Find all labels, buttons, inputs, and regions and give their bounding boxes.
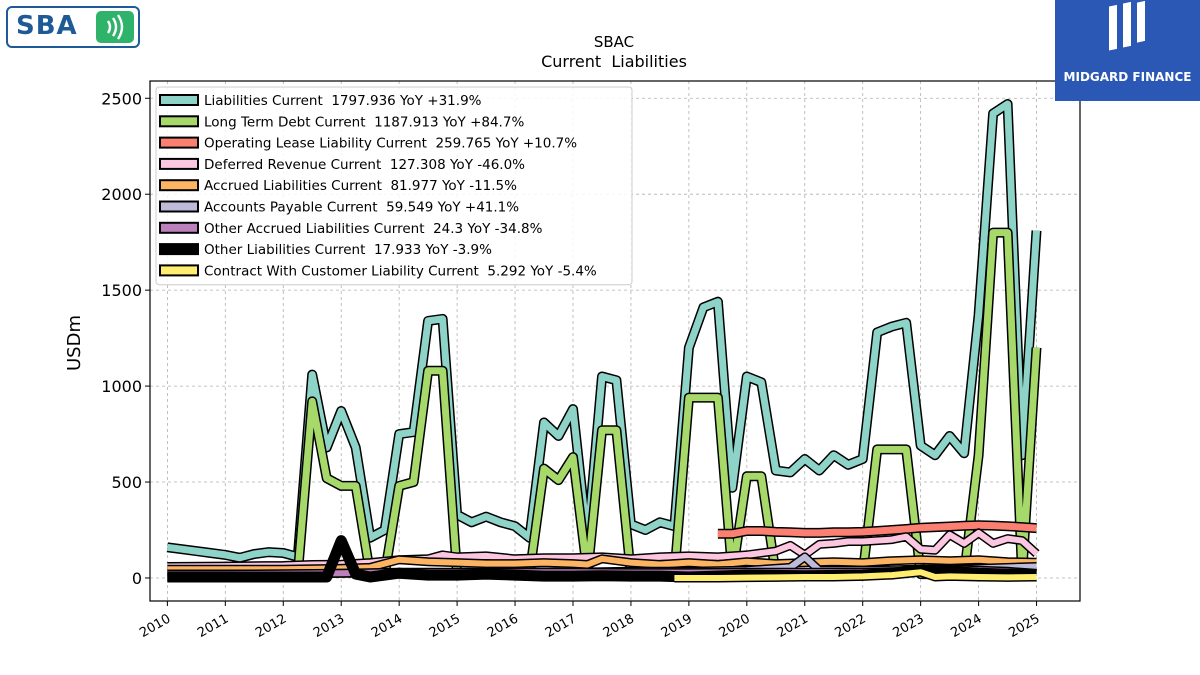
legend-swatch [159, 243, 199, 256]
legend-label: Liabilities Current 1797.936 YoY +31.9% [204, 93, 482, 109]
x-tick-label: 2019 [659, 611, 695, 641]
legend-label: Contract With Customer Liability Current… [204, 263, 597, 279]
plot-area-frame [149, 80, 1081, 602]
legend-label: Other Accrued Liabilities Current 24.3 Y… [204, 221, 543, 237]
legend-swatch [159, 157, 199, 170]
signal-icon [96, 11, 134, 43]
series-line [294, 229, 1040, 578]
x-tick-label: 2014 [369, 611, 405, 641]
legend-swatch [159, 115, 199, 128]
x-tick-label: 2016 [485, 611, 521, 641]
midgard-finance-logo: MIDGARD FINANCE [1055, 0, 1200, 101]
chart-subtitle: Current Liabilities [541, 52, 687, 71]
legend-swatch [159, 221, 199, 234]
x-tick-label: 2010 [137, 611, 173, 641]
series-0 [166, 99, 1042, 563]
x-tick-label: 2017 [543, 611, 579, 641]
x-tick-label: 2018 [601, 611, 637, 641]
y-axis-label: USDm [64, 315, 85, 371]
legend-label: Operating Lease Liability Current 259.76… [204, 136, 577, 152]
legend: Liabilities Current 1797.936 YoY +31.9% L… [155, 86, 633, 286]
series-4 [167, 554, 1037, 574]
x-tick-label: 2011 [195, 611, 231, 641]
y-tick-label: 1500 [101, 281, 142, 300]
y-tick-label: 500 [111, 473, 142, 492]
legend-item: Other Accrued Liabilities Current 24.3 Y… [159, 221, 543, 237]
legend-label: Accounts Payable Current 59.549 YoY +41.… [204, 200, 519, 216]
legend-label: Other Liabilities Current 17.933 YoY -3.… [204, 242, 492, 258]
sba-logo: SBA [6, 6, 140, 48]
y-tick-label: 0 [132, 569, 142, 588]
legend-item: Deferred Revenue Current 127.308 YoY -46… [159, 157, 525, 173]
legend-swatch [159, 179, 199, 192]
y-tick-label: 1000 [101, 377, 142, 396]
y-tick-label: 2500 [101, 89, 142, 108]
legend-box [155, 86, 633, 286]
series-layer [166, 99, 1042, 583]
legend-swatch [159, 200, 199, 213]
y-tick-label: 2000 [101, 185, 142, 204]
series-line [167, 555, 1037, 573]
legend-item: Operating Lease Liability Current 259.76… [159, 136, 577, 152]
series-2 [717, 520, 1037, 539]
series-1 [292, 227, 1042, 580]
legend-item: Accrued Liabilities Current 81.977 YoY -… [159, 178, 517, 194]
legend-label: Deferred Revenue Current 127.308 YoY -46… [204, 157, 525, 173]
x-tick-label: 2020 [717, 611, 753, 641]
legend-item: Contract With Customer Liability Current… [159, 263, 597, 279]
chart-title: SBAC [594, 33, 634, 51]
series-line [166, 100, 1040, 562]
midgard-emblem-icon [1109, 0, 1145, 51]
x-tick-label: 2025 [1006, 611, 1042, 641]
x-tick-label: 2022 [833, 611, 869, 641]
legend-item: Liabilities Current 1797.936 YoY +31.9% [159, 93, 482, 109]
legend-swatch [159, 136, 199, 149]
legend-label: Long Term Debt Current 1187.913 YoY +84.… [204, 114, 524, 130]
x-tick-label: 2021 [775, 611, 811, 641]
legend-swatch [159, 264, 199, 277]
series-line [717, 521, 1037, 538]
x-tick-label: 2024 [948, 611, 984, 641]
sba-logo-text: SBA [16, 11, 78, 41]
legend-swatch [159, 94, 199, 106]
midgard-finance-text: MIDGARD FINANCE [1063, 70, 1192, 84]
legend-item: Other Liabilities Current 17.933 YoY -3.… [159, 242, 492, 258]
x-tick-label: 2012 [253, 611, 289, 641]
x-tick-label: 2015 [427, 611, 463, 641]
x-tick-label: 2013 [311, 611, 347, 641]
series-8 [674, 567, 1037, 583]
legend-label: Accrued Liabilities Current 81.977 YoY -… [204, 178, 517, 194]
legend-item: Long Term Debt Current 1187.913 YoY +84.… [159, 114, 524, 130]
series-line [674, 569, 1037, 581]
x-tick-label: 2023 [890, 611, 926, 641]
legend-item: Accounts Payable Current 59.549 YoY +41.… [159, 200, 519, 216]
